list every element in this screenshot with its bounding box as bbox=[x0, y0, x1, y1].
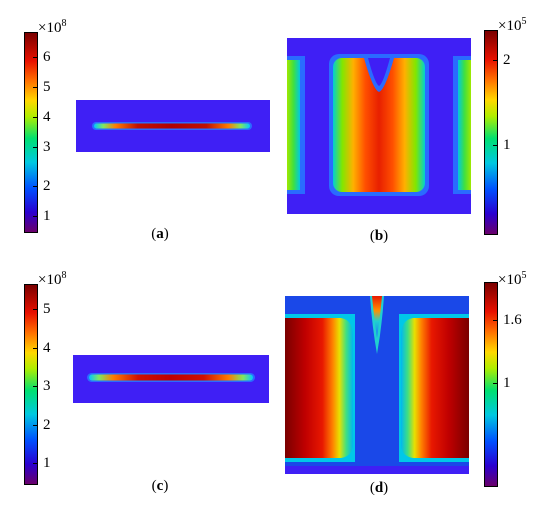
colorbar-c-multiplier: ×108 bbox=[38, 270, 67, 288]
colorbar-b-tick: 2 bbox=[503, 52, 511, 68]
caption-c: (c) bbox=[151, 478, 169, 494]
colorbar-c bbox=[24, 284, 38, 485]
colorbar-a-tick: 3 bbox=[43, 139, 51, 155]
colorbar-b-tick: 1 bbox=[503, 137, 511, 153]
colorbar-a-tick: 1 bbox=[43, 208, 51, 224]
colorbar-a-tick: 2 bbox=[43, 178, 51, 194]
field-plot-a bbox=[76, 100, 270, 152]
colorbar-a bbox=[24, 32, 38, 233]
field-plot-c bbox=[73, 355, 269, 403]
colorbar-b-multiplier: ×105 bbox=[498, 16, 527, 34]
field-plot-d bbox=[285, 296, 469, 474]
colorbar-c-tick: 5 bbox=[43, 301, 51, 317]
colorbar-a-tick: 4 bbox=[43, 109, 51, 125]
colorbar-a-tick: 6 bbox=[43, 49, 51, 65]
colorbar-d-tick: 1.6 bbox=[503, 312, 522, 328]
colorbar-a-multiplier: ×108 bbox=[38, 18, 67, 36]
colorbar-a-tick: 5 bbox=[43, 79, 51, 95]
colorbar-c-tick: 3 bbox=[43, 378, 51, 394]
colorbar-c-tick: 4 bbox=[43, 340, 51, 356]
field-plot-b bbox=[287, 38, 471, 214]
colorbar-d-tick: 1 bbox=[503, 375, 511, 391]
colorbar-b bbox=[484, 30, 498, 235]
caption-b: (b) bbox=[369, 228, 389, 244]
colorbar-c-tick: 2 bbox=[43, 417, 51, 433]
colorbar-c-tick: 1 bbox=[43, 455, 51, 471]
caption-a: (a) bbox=[151, 226, 169, 242]
colorbar-d-multiplier: ×105 bbox=[498, 270, 527, 288]
colorbar-d bbox=[484, 282, 498, 487]
caption-d: (d) bbox=[369, 480, 389, 496]
